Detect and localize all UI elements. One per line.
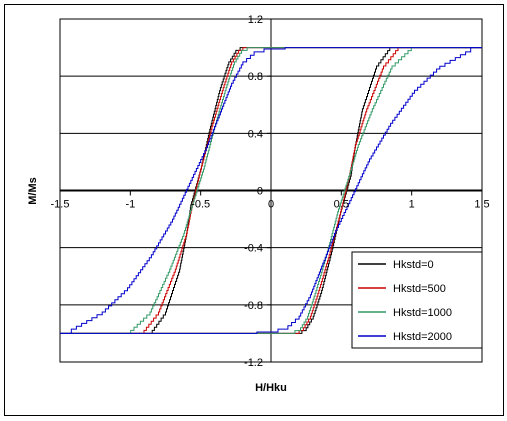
x-axis-title: H/Hku bbox=[255, 382, 287, 394]
legend-box bbox=[351, 251, 483, 349]
y-tick-label: 1.2 bbox=[248, 14, 263, 26]
axes bbox=[59, 18, 483, 363]
series-line-3-branch-2 bbox=[60, 47, 482, 334]
y-tick-label: -0.8 bbox=[244, 300, 263, 312]
x-tick-label: -1.5 bbox=[51, 199, 70, 211]
legend-label: Hkstd=0 bbox=[393, 259, 434, 271]
y-tick-label: 0.4 bbox=[248, 128, 263, 140]
legend-label: Hkstd=2000 bbox=[393, 331, 452, 343]
series-line-4-branch-2 bbox=[60, 47, 482, 334]
x-tick-label: 1 bbox=[409, 199, 415, 211]
x-tick-label: 0 bbox=[268, 199, 274, 211]
chart-frame bbox=[4, 4, 504, 416]
x-tick-label: 0.5 bbox=[334, 199, 349, 211]
tick-labels: -1.5 -1 -0.5 0 0.5 1 1.5 -1.2 -0.8 -0.4 0 0.4 0.8 1.2 bbox=[51, 14, 490, 369]
x-tick-label: 1.5 bbox=[474, 199, 489, 211]
y-axis-title: M/Ms bbox=[27, 177, 39, 205]
legend-label: Hkstd=500 bbox=[393, 283, 446, 295]
y-tick-label: -0.4 bbox=[244, 243, 263, 255]
legend: Hkstd=0 Hkstd=500 Hkstd=1000 Hkstd=2000 bbox=[351, 251, 483, 349]
series-lines bbox=[60, 47, 482, 334]
y-tick-label: -1.2 bbox=[244, 357, 263, 369]
legend-label: Hkstd=1000 bbox=[393, 307, 452, 319]
legend-items: Hkstd=0 Hkstd=500 Hkstd=1000 Hkstd=2000 bbox=[358, 259, 452, 343]
y-tick-label: 0.8 bbox=[248, 71, 263, 83]
x-tick-label: -0.5 bbox=[191, 199, 210, 211]
series-line-3-branch-1 bbox=[60, 47, 482, 334]
x-tick-label: -1 bbox=[125, 199, 135, 211]
y-tick-label: 0 bbox=[257, 186, 263, 198]
series-line-4-branch-1 bbox=[60, 47, 482, 334]
